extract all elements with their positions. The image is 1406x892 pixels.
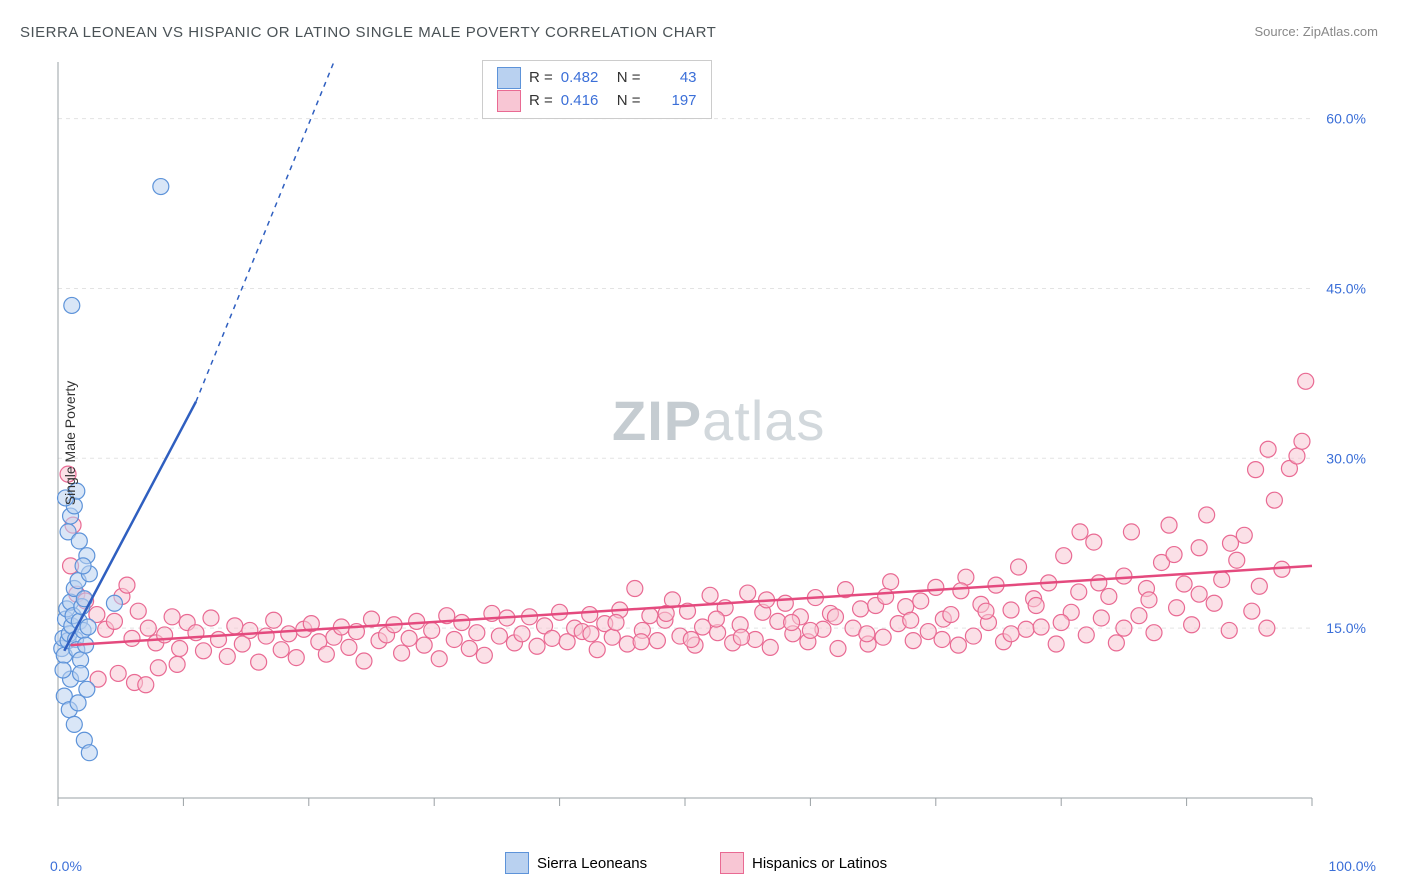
svg-text:60.0%: 60.0%	[1326, 111, 1366, 127]
y-axis-label: Single Male Poverty	[62, 381, 78, 506]
n-label-2: N =	[617, 90, 641, 113]
source-attribution: Source: ZipAtlas.com	[1254, 24, 1378, 39]
source-name: ZipAtlas.com	[1303, 24, 1378, 39]
plot-svg: 15.0% 30.0% 45.0% 60.0%	[52, 58, 1372, 828]
n-value-series1: 43	[649, 67, 697, 90]
svg-text:15.0%: 15.0%	[1326, 620, 1366, 636]
legend-row-series2: R = 0.416 N = 197	[497, 90, 697, 113]
r-label-2: R =	[529, 90, 553, 113]
r-value-series1: 0.482	[561, 67, 609, 90]
correlation-legend: R = 0.482 N = 43 R = 0.416 N = 197	[482, 60, 712, 119]
x-axis-min-label: 0.0%	[50, 858, 82, 874]
n-label: N =	[617, 67, 641, 90]
chart-title: SIERRA LEONEAN VS HISPANIC OR LATINO SIN…	[20, 24, 716, 41]
source-prefix: Source:	[1254, 24, 1302, 39]
n-value-series2: 197	[649, 90, 697, 113]
x-axis-max-label: 100.0%	[1329, 858, 1376, 874]
swatch-series1-bottom	[505, 852, 529, 874]
legend-row-series1: R = 0.482 N = 43	[497, 67, 697, 90]
r-label: R =	[529, 67, 553, 90]
series2-label: Hispanics or Latinos	[752, 855, 887, 872]
scatter-plot: 15.0% 30.0% 45.0% 60.0% Single Male Poverty…	[52, 58, 1372, 828]
series1-label: Sierra Leoneans	[537, 855, 647, 872]
svg-text:30.0%: 30.0%	[1326, 450, 1366, 466]
bottom-legend-series1: Sierra Leoneans	[505, 852, 647, 874]
swatch-series2	[497, 90, 521, 112]
r-value-series2: 0.416	[561, 90, 609, 113]
bottom-legend-series2: Hispanics or Latinos	[720, 852, 887, 874]
svg-text:45.0%: 45.0%	[1326, 280, 1366, 296]
swatch-series2-bottom	[720, 852, 744, 874]
swatch-series1	[497, 67, 521, 89]
